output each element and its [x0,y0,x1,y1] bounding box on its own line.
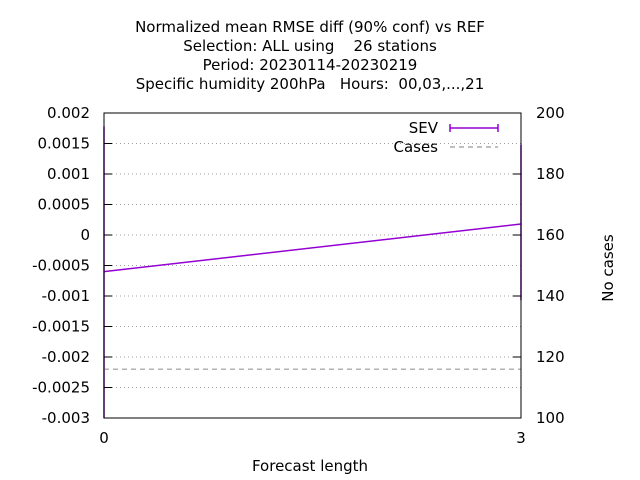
chart-title: Normalized mean RMSE diff (90% conf) vs … [135,18,485,93]
y2-tick-label: 180 [536,165,565,183]
y-tick-label: -0.0015 [32,318,90,336]
x-axis-label: Forecast length [252,457,368,475]
y-tick-label: 0.002 [47,104,90,122]
y-axis-ticks: 0.002 0.0015 0.001 0.0005 0 -0.0005 -0.001 -0.0… [32,104,112,427]
y-tick-label: -0.0025 [32,379,90,397]
y-tick-label: -0.001 [42,287,90,305]
y-tick-label: 0 [80,226,90,244]
y-tick-label: -0.0005 [32,257,90,275]
series-layer [103,126,522,418]
y2-axis-ticks: 200 180 160 140 120 100 [513,104,565,427]
x-tick-label: 3 [516,429,526,447]
x-tick-label: 0 [99,429,109,447]
y2-axis-label: No cases [599,234,617,302]
y-tick-label: -0.003 [42,409,90,427]
y2-tick-label: 100 [536,409,565,427]
series-line-sev [103,223,522,273]
y-tick-label: 0.001 [47,165,90,183]
chart-title-line-4: Specific humidity 200hPa Hours: 00,03,..… [136,75,485,93]
y2-tick-label: 140 [536,287,565,305]
chart-title-line-2: Selection: ALL using 26 stations [183,37,437,55]
y-tick-label: -0.002 [42,348,90,366]
grid-lines [104,143,521,388]
legend-label-cases: Cases [393,138,438,156]
y2-tick-label: 120 [536,348,565,366]
legend-label-sev: SEV [409,119,439,137]
y-tick-label: 0.0005 [38,196,91,214]
y2-tick-label: 200 [536,104,565,122]
chart-title-line-1: Normalized mean RMSE diff (90% conf) vs … [135,18,485,36]
chart-title-line-3: Period: 20230114-20230219 [203,56,418,74]
y-tick-label: 0.0015 [38,135,91,153]
y2-tick-label: 160 [536,226,565,244]
